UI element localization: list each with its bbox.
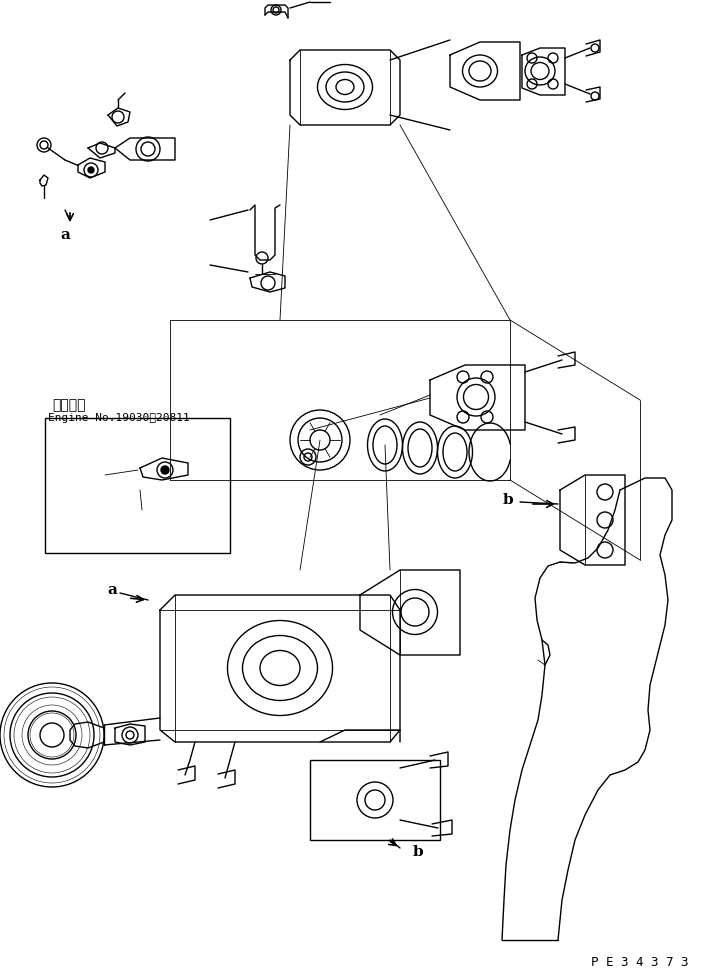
Bar — [310, 760, 440, 840]
Text: a: a — [60, 228, 70, 242]
Text: P E 3 4 3 7 3: P E 3 4 3 7 3 — [591, 956, 689, 969]
Circle shape — [88, 167, 94, 173]
Text: 適用号機: 適用号機 — [52, 398, 86, 412]
Text: b: b — [503, 493, 513, 507]
Bar — [45, 418, 230, 553]
Circle shape — [161, 466, 169, 474]
Text: Engine No.19030～20811: Engine No.19030～20811 — [48, 413, 190, 423]
Text: b: b — [413, 845, 423, 859]
Text: a: a — [107, 583, 117, 597]
